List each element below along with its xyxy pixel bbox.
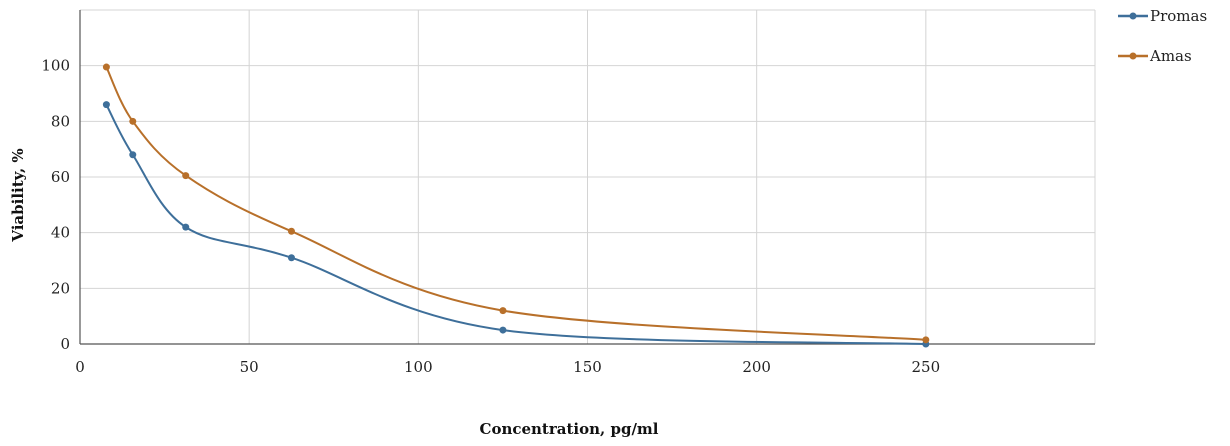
x-tick-label: 100 [404, 358, 433, 376]
legend-label-amas: Amas [1149, 47, 1192, 65]
x-tick-label: 50 [240, 358, 259, 376]
data-point-amas [129, 117, 137, 125]
legend-label-promas: Promas [1150, 7, 1207, 25]
x-tick-labels: 0 50 100 150 200 250 [75, 358, 940, 376]
x-tick-label: 150 [573, 358, 602, 376]
y-tick-label: 80 [51, 112, 70, 130]
legend-item-amas: Amas [1118, 47, 1192, 65]
y-axis-title: Viability, % [9, 148, 27, 242]
data-point-amas [102, 63, 110, 71]
data-point-amas [499, 307, 507, 315]
data-point-promas [499, 326, 507, 334]
data-point-promas [102, 101, 110, 109]
series-line-promas [105, 104, 926, 345]
legend-marker-amas [1129, 52, 1137, 60]
y-tick-label: 0 [60, 335, 70, 353]
y-tick-label: 40 [51, 224, 70, 242]
x-tick-label: 250 [912, 358, 941, 376]
legend: Promas Amas [1118, 7, 1207, 65]
y-tick-label: 60 [51, 168, 70, 186]
y-tick-label: 20 [51, 279, 70, 297]
data-point-promas [129, 151, 137, 159]
data-point-promas [287, 254, 295, 262]
data-point-amas [182, 172, 190, 180]
y-tick-labels: 0 20 40 60 80 100 [41, 57, 70, 353]
x-tick-label: 200 [742, 358, 771, 376]
series-line-amas [105, 66, 926, 341]
x-tick-label: 0 [75, 358, 85, 376]
x-axis-title: Concentration, pg/ml [480, 420, 659, 438]
data-point-amas [287, 227, 295, 235]
data-point-promas [182, 223, 190, 231]
data-point-amas [922, 336, 930, 344]
legend-item-promas: Promas [1118, 7, 1207, 25]
y-tick-label: 100 [41, 57, 70, 75]
series-lines [102, 63, 930, 348]
legend-marker-promas [1129, 12, 1137, 20]
gridlines [80, 9, 1096, 344]
